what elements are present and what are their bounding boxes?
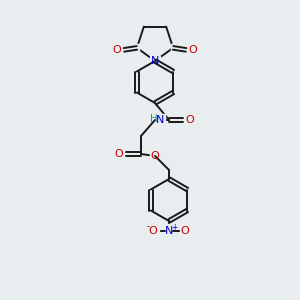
Text: O: O <box>148 226 158 236</box>
Text: O: O <box>112 45 121 55</box>
Text: O: O <box>186 115 194 125</box>
Text: O: O <box>115 149 123 159</box>
Text: N: N <box>165 226 173 236</box>
Text: N: N <box>151 56 159 66</box>
Text: O: O <box>181 226 189 236</box>
Text: -: - <box>146 223 149 232</box>
Text: O: O <box>189 45 197 55</box>
Text: +: + <box>171 223 177 232</box>
Text: N: N <box>156 115 164 125</box>
Bar <box>150 56 160 66</box>
Bar <box>145 114 165 126</box>
Bar <box>180 225 192 237</box>
Bar <box>122 44 139 54</box>
Text: H: H <box>150 114 158 124</box>
Bar <box>150 151 160 161</box>
Bar <box>157 224 181 238</box>
Bar <box>145 225 159 237</box>
Bar <box>171 44 188 54</box>
Text: O: O <box>151 151 159 161</box>
